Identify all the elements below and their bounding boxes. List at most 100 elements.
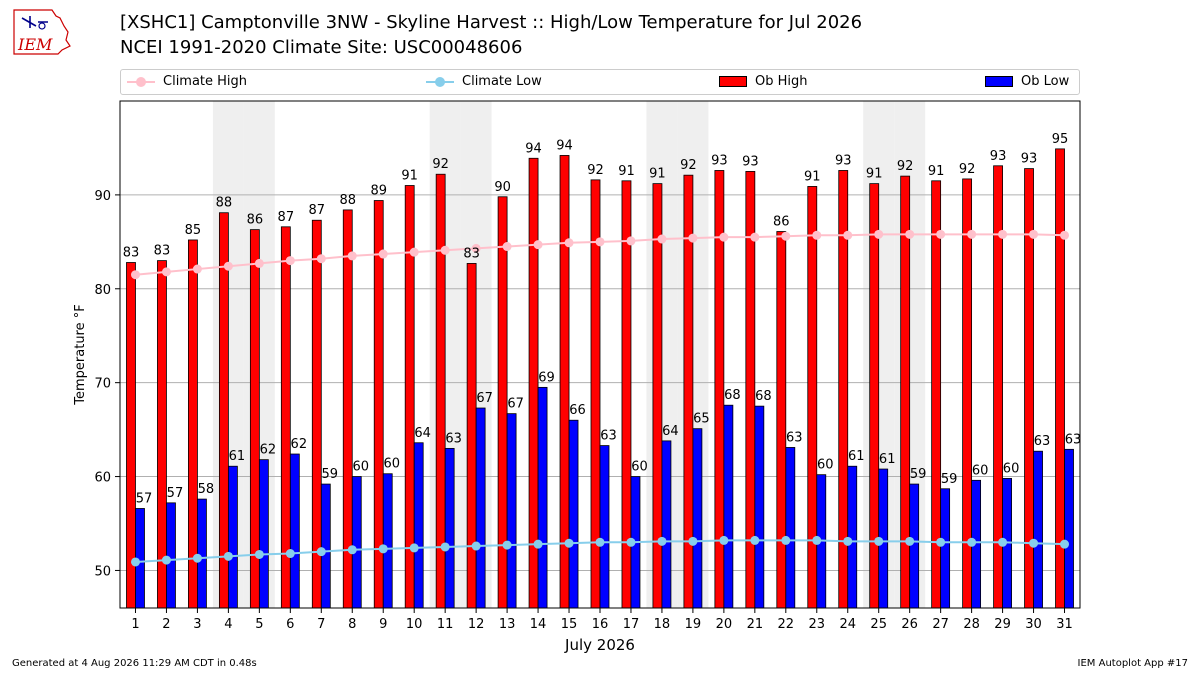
ob-high-label-8: 88	[339, 193, 356, 208]
ob-low-bar-21	[754, 405, 765, 609]
ob-high-bar-22	[776, 231, 787, 609]
ob-high-bar-25	[869, 183, 880, 609]
ob-low-bar-7	[320, 483, 331, 609]
climate-high-point-13	[502, 242, 512, 252]
ob-high-bar-28	[962, 178, 973, 609]
climate-low-point-16	[595, 537, 605, 547]
ob-low-bar-31	[1064, 448, 1074, 609]
ob-low-label-26: 59	[910, 467, 927, 482]
climate-low-point-24	[843, 536, 853, 546]
weekend-shade-25	[863, 101, 895, 608]
weekend-shade-18	[646, 101, 678, 608]
ob-low-bar-28	[971, 479, 982, 609]
climate-high-point-1	[130, 270, 140, 280]
ob-low-bar-16	[599, 445, 610, 609]
climate-low-line	[135, 539, 1065, 563]
ob-high-bar-16	[590, 179, 601, 609]
x-tick-label-27: 27	[932, 617, 949, 632]
ob-low-bar-10	[413, 442, 424, 609]
ob-low-label-19: 65	[693, 412, 710, 427]
ob-low-bar-24	[847, 465, 858, 609]
ob-low-label-23: 60	[817, 458, 834, 473]
ob-low-bar-20	[723, 404, 734, 609]
ob-high-label-23: 91	[804, 169, 821, 184]
ob-low-label-29: 60	[1003, 461, 1020, 476]
x-tick-label-12: 12	[468, 617, 485, 632]
climate-high-point-17	[626, 236, 636, 246]
ob-low-label-27: 59	[941, 472, 958, 487]
ob-high-label-3: 85	[185, 223, 202, 238]
climate-high-point-5	[254, 258, 264, 268]
x-tick-label-15: 15	[561, 617, 578, 632]
ob-low-bar-25	[878, 468, 889, 609]
x-tick-label-23: 23	[809, 617, 826, 632]
ob-high-bar-12	[466, 263, 477, 609]
x-tick-label-31: 31	[1056, 617, 1073, 632]
ob-high-label-24: 93	[835, 153, 852, 168]
climate-low-point-10	[409, 543, 419, 553]
ob-low-bar-22	[785, 447, 796, 609]
x-tick-label-22: 22	[778, 617, 795, 632]
ob-low-label-24: 61	[848, 449, 865, 464]
ob-low-label-25: 61	[879, 452, 896, 467]
ob-high-bar-11	[435, 173, 446, 609]
climate-low-point-4	[223, 551, 233, 561]
climate-low-point-1	[130, 557, 140, 567]
weekend-shade-12	[460, 101, 492, 608]
climate-low-point-7	[316, 547, 326, 557]
ob-high-bar-27	[931, 180, 942, 609]
climate-low-point-11	[440, 542, 450, 552]
climate-high-point-26	[905, 229, 915, 239]
ob-high-bar-18	[652, 183, 663, 609]
ob-low-bar-15	[568, 419, 579, 609]
x-tick-label-8: 8	[348, 617, 356, 632]
climate-high-point-27	[936, 229, 946, 239]
legend-item-ob-high: Ob High	[719, 74, 808, 89]
ob-high-label-25: 91	[866, 167, 883, 182]
ob-high-label-9: 89	[370, 184, 387, 199]
x-tick-label-29: 29	[994, 617, 1011, 632]
climate-high-point-16	[595, 237, 605, 247]
ob-high-label-6: 87	[278, 210, 295, 225]
ob-low-bar-8	[351, 476, 362, 609]
climate-low-point-31	[1060, 539, 1070, 549]
weekend-shade-26	[894, 101, 926, 608]
ob-high-label-2: 83	[154, 244, 171, 259]
climate-low-point-3	[192, 553, 202, 563]
ob-high-label-28: 92	[959, 162, 976, 177]
climate-high-line	[135, 233, 1065, 276]
ob-high-bar-5	[249, 229, 260, 609]
x-tick-label-4: 4	[224, 617, 232, 632]
climate-high-point-24	[843, 230, 853, 240]
ob-low-swatch	[985, 76, 1013, 87]
x-tick-label-7: 7	[317, 617, 325, 632]
climate-low-point-23	[812, 535, 822, 545]
ob-low-label-4: 61	[229, 449, 246, 464]
legend-item-climate-low: Climate Low	[426, 74, 542, 89]
ob-high-bar-29	[993, 165, 1003, 609]
climate-low-point-29	[998, 537, 1008, 547]
ob-high-label-29: 93	[990, 149, 1007, 164]
ob-low-bar-12	[475, 407, 486, 609]
ob-low-label-10: 64	[414, 426, 431, 441]
ob-high-label-4: 88	[216, 196, 233, 211]
x-tick-label-10: 10	[406, 617, 423, 632]
climate-low-point-5	[254, 549, 264, 559]
ob-high-bar-21	[745, 171, 756, 609]
ob-low-bar-30	[1033, 450, 1043, 609]
climate-high-point-6	[285, 256, 295, 266]
x-tick-label-11: 11	[437, 617, 454, 632]
climate-low-point-18	[657, 536, 667, 546]
climate-low-point-25	[874, 536, 884, 546]
ob-high-label-1: 83	[123, 245, 140, 260]
legend-label-ob-high: Ob High	[755, 74, 808, 89]
ob-low-label-31: 63	[1065, 432, 1082, 447]
climate-low-point-9	[378, 544, 388, 554]
ob-low-label-6: 62	[291, 437, 308, 452]
logo-text: IEM	[17, 35, 53, 54]
ob-low-bar-3	[197, 498, 207, 609]
climate-high-point-25	[874, 229, 884, 239]
ob-low-bar-17	[630, 476, 641, 609]
climate-low-point-6	[285, 549, 295, 559]
climate-low-point-30	[1029, 538, 1039, 548]
